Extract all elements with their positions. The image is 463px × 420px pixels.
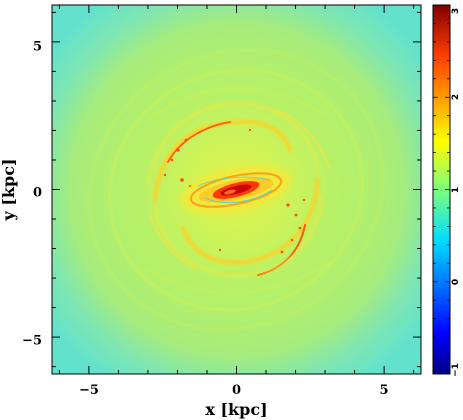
- colorbar-label-neg1: −1: [451, 363, 461, 377]
- x-tick-label-5: 5: [379, 383, 388, 398]
- y-tick-label-5: 5: [33, 40, 42, 55]
- x-axis-label: x [kpc]: [205, 400, 267, 419]
- spiral-arm-outer-lower: [154, 194, 323, 277]
- x-tick-label-0: 0: [232, 383, 241, 398]
- arm-knots: [163, 128, 306, 254]
- y-tick-label-neg5: −5: [22, 334, 42, 349]
- arm-tail-lower: [149, 214, 196, 269]
- colorbar-label-3: 3: [451, 8, 461, 14]
- y-tick-label-0: 0: [33, 186, 42, 201]
- x-tick-label-neg5: −5: [79, 383, 99, 398]
- nucleus: [212, 181, 260, 199]
- spiral-arms: [147, 102, 331, 277]
- spiral-arm-lower-shock: [257, 224, 306, 276]
- y-axis-label: y [kpc]: [0, 158, 18, 221]
- colorbar: 3 2 1 0 −1: [432, 4, 461, 377]
- colorbar-label-1: 1: [451, 187, 461, 193]
- spiral-arm-outer-upper: [147, 102, 319, 186]
- colorbar-ticks: [433, 4, 450, 375]
- spiral-arm-lower: [181, 178, 320, 265]
- plot-area: [52, 5, 421, 374]
- colorbar-label-2: 2: [451, 94, 461, 100]
- arm-tail-upper: [274, 109, 331, 171]
- axis-ticks: [52, 5, 421, 374]
- colorbar-label-0: 0: [451, 279, 461, 285]
- outer-rings: [88, 49, 384, 331]
- spiral-arm-upper-shock: [167, 121, 231, 163]
